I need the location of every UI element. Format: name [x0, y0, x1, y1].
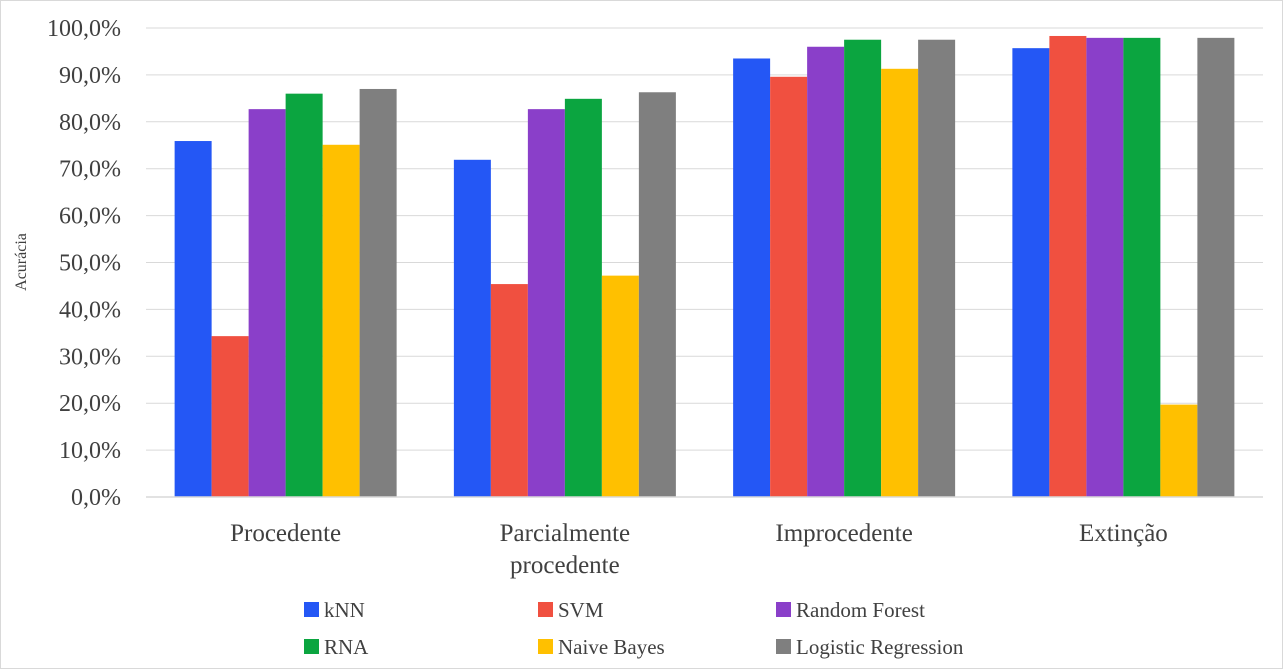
y-tick-label: 90,0%	[59, 63, 121, 89]
bar-knn	[174, 141, 212, 498]
bar-random-forest	[807, 46, 845, 497]
y-tick-label: 20,0%	[59, 391, 121, 417]
legend-swatch	[304, 639, 319, 654]
y-tick-label: 10,0%	[59, 438, 121, 464]
bar-rna	[564, 98, 602, 497]
bar-rna	[844, 39, 882, 497]
bar-svm	[211, 336, 249, 497]
y-tick-label: 50,0%	[59, 251, 121, 277]
y-tick-label: 100,0%	[47, 16, 121, 42]
bar-naive-bayes	[601, 275, 639, 497]
bar-knn	[453, 159, 491, 497]
legend-label: kNN	[324, 598, 365, 622]
y-axis-title: Acurácia	[13, 233, 30, 291]
legend-swatch	[776, 602, 791, 617]
bar-random-forest	[527, 109, 565, 498]
legend-label: Random Forest	[796, 598, 925, 622]
y-tick-label: 30,0%	[59, 344, 121, 370]
y-tick-label: 40,0%	[59, 297, 121, 323]
legend-label: SVM	[558, 598, 604, 622]
y-tick-label: 80,0%	[59, 110, 121, 136]
bar-logistic-regression	[918, 39, 956, 497]
bar-svm	[1049, 35, 1087, 498]
bar-logistic-regression	[638, 92, 676, 498]
bar-random-forest	[1086, 37, 1124, 497]
x-tick-label: Parcialmente	[500, 520, 631, 547]
y-tick-label: 70,0%	[59, 157, 121, 183]
bar-naive-bayes	[1160, 404, 1198, 497]
bar-knn	[1012, 48, 1050, 498]
bar-svm	[490, 284, 528, 497]
bar-random-forest	[248, 109, 286, 498]
legend-swatch	[538, 639, 553, 654]
y-tick-label: 0,0%	[71, 485, 121, 511]
x-tick-label: Improcedente	[775, 520, 912, 547]
y-tick-label: 60,0%	[59, 204, 121, 230]
legend-label: Naive Bayes	[558, 635, 665, 659]
legend-swatch	[304, 602, 319, 617]
bar-rna	[285, 93, 323, 497]
bar-rna	[1123, 37, 1161, 497]
bars	[174, 35, 1235, 498]
legend-label: RNA	[324, 635, 369, 659]
legend-label: Logistic Regression	[796, 635, 964, 659]
axes: 0,0% 10,0% 20,0% 30,0% 40,0% 50,0% 60,0% 70,0% 8…	[47, 16, 1263, 579]
bar-logistic-regression	[1197, 37, 1235, 497]
x-tick-label: Extinção	[1079, 520, 1168, 547]
legend: kNN SVM Random Forest RNA Naive Bayes Logisti…	[304, 598, 964, 659]
bar-naive-bayes	[881, 68, 919, 497]
bar-naive-bayes	[322, 144, 360, 497]
bar-logistic-regression	[359, 88, 397, 497]
x-tick-label: Procedente	[230, 520, 341, 547]
x-tick-label: procedente	[510, 552, 620, 579]
legend-swatch	[776, 639, 791, 654]
legend-swatch	[538, 602, 553, 617]
bar-svm	[770, 76, 808, 497]
bar-knn	[733, 58, 771, 498]
